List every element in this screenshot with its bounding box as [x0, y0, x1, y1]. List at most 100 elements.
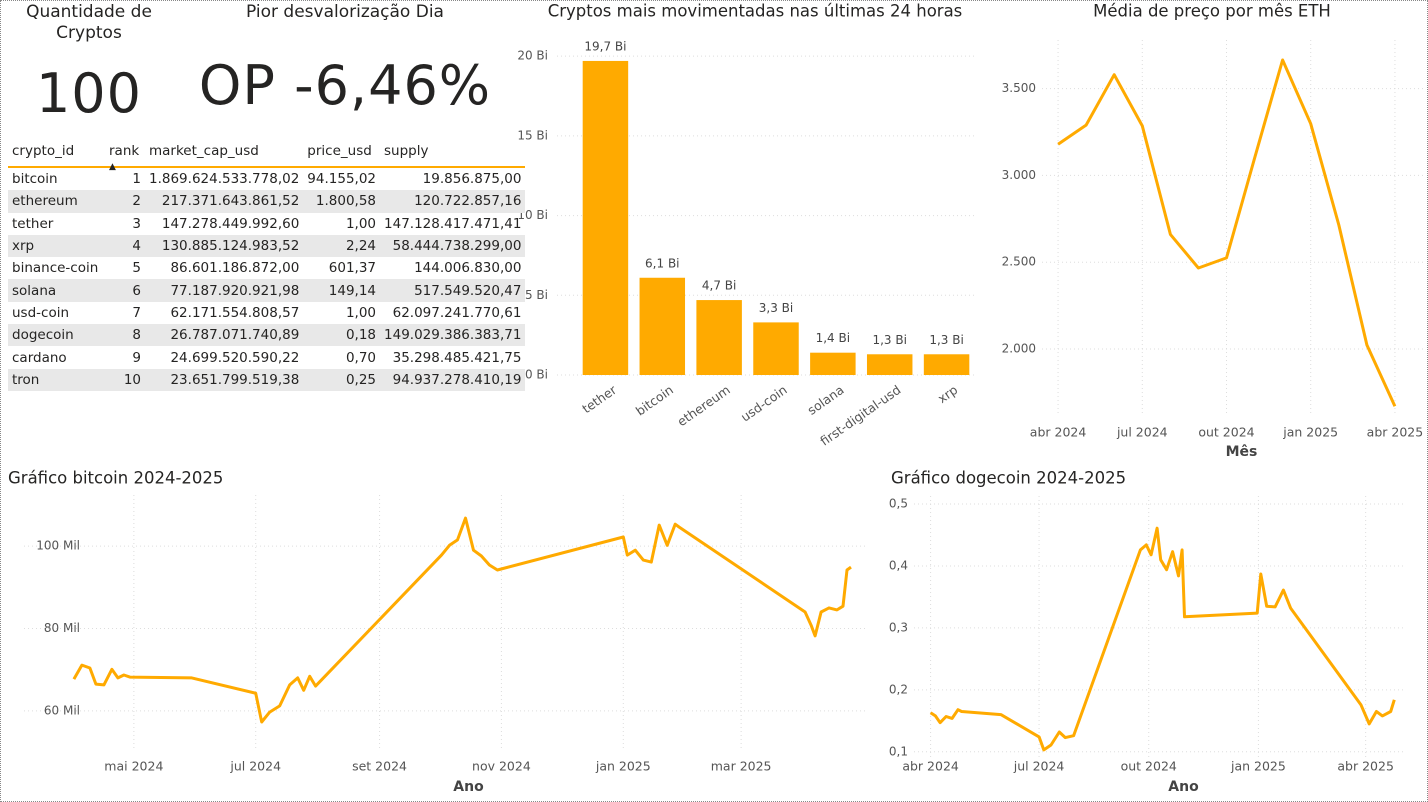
table-cell: 217.371.643.861,52 [145, 190, 304, 213]
x-tick-label: jan 2025 [595, 759, 651, 774]
table-cell: usd-coin [12, 304, 70, 321]
line [72, 516, 852, 724]
table-row: solana 6 77.187.920.921,98 149,14 517.549.52… [8, 279, 526, 302]
table-cell: 0,18 [303, 324, 381, 347]
column-header: rank ▲ [105, 136, 145, 172]
table-cell: 1.800,58 [303, 190, 381, 213]
table-cell: 58.444.738.299,00 [380, 234, 526, 258]
table-cell: 0,70 [345, 349, 377, 366]
bar [866, 354, 913, 375]
value-label: 4,7 Bi [702, 279, 736, 293]
x-tick-label: abr 2025 [1337, 759, 1394, 774]
x-tick-label: abr 2025 [1367, 425, 1424, 440]
card-title: Quantidade de Cryptos [26, 2, 152, 43]
table-cell: xrp [8, 234, 105, 258]
table-cell: 147.278.449.992,60 [161, 215, 300, 232]
bar [582, 60, 629, 376]
x-tick-label: ethereum [674, 382, 732, 429]
table-cell: 130.885.124.983,52 [145, 234, 304, 258]
table-cell: 1 [132, 171, 141, 188]
table-cell: 5 [132, 260, 141, 277]
table-cell: dogecoin [8, 324, 105, 347]
table-cell: 601,37 [328, 260, 377, 277]
chart-title: Cryptos mais movimentadas nas últimas 24… [548, 2, 963, 21]
table-cell: 10 [105, 368, 145, 391]
x-tick-label: mai 2024 [104, 759, 163, 774]
table-cell: 6 [105, 279, 145, 302]
y-tick-label: 0,1 [889, 744, 908, 758]
value-label: 3,3 Bi [759, 301, 793, 315]
table-cell: 144.006.830,00 [414, 260, 522, 277]
table-cell: 24.699.520.590,22 [170, 349, 300, 366]
x-axis-label: Ano [453, 779, 484, 795]
x-tick-label: out 2024 [1198, 425, 1254, 440]
value-label: 19,7 Bi [584, 39, 626, 53]
card-value: OP -6,46% [198, 54, 492, 117]
y-tick-label: 5 Bi [525, 288, 548, 302]
table-cell: 62.171.554.808,57 [170, 304, 300, 321]
table-row: bitcoin 1 1.869.624.533.778,02 94.155,02 19.… [8, 167, 525, 190]
y-tick-label: 0,2 [889, 682, 908, 696]
table-cell: 1,00 [345, 304, 377, 321]
value-label: 1,3 Bi [929, 333, 963, 347]
table-row: dogecoin 8 26.787.071.740,89 0,18 149.029.38… [8, 324, 526, 347]
x-tick-label: jan 2025 [1282, 425, 1338, 440]
x-axis-label: Ano [1168, 779, 1199, 795]
y-tick-label: 80 Mil [44, 621, 80, 635]
x-tick-label: jul 2024 [229, 759, 281, 774]
x-tick-label: bitcoin [633, 382, 676, 419]
chart-title: Gráfico bitcoin 2024-2025 [8, 469, 223, 488]
y-tick-label: 0,4 [889, 558, 908, 572]
table-cell: cardano [12, 349, 67, 366]
table-cell: solana [8, 279, 105, 302]
x-tick-label: usd-coin [738, 382, 790, 425]
table-cell: 19.856.875,00 [422, 171, 522, 188]
value-label: 1,3 Bi [872, 333, 906, 347]
y-tick-label: 0 Bi [525, 368, 548, 382]
table-row: tether 3 147.278.449.992,60 1,00 147.128.417… [8, 213, 525, 235]
table-cell: 77.187.920.921,98 [145, 279, 304, 302]
x-tick-label: jan 2025 [1230, 759, 1286, 774]
table-cell: tether [12, 215, 54, 232]
y-tick-label: 0,5 [889, 497, 908, 511]
table-cell: tron [8, 368, 105, 391]
card-title: Pior desvalorização Dia [246, 2, 444, 22]
chart-title: Média de preço por mês ETH [1093, 2, 1331, 21]
column-header: supply [380, 136, 526, 168]
table-cell: 7 [132, 304, 141, 321]
table-cell: 517.549.520,47 [380, 279, 526, 302]
table-cell: 3 [132, 215, 141, 232]
y-tick-label: 60 Mil [44, 703, 80, 717]
table-row: binance-coin 5 86.601.186.872,00 601,37 144.… [8, 257, 525, 279]
table: crypto_id rank ▲ market_cap_usd price_usd sup… [8, 136, 526, 391]
table-cell: 120.722.857,16 [380, 190, 526, 213]
table-cell: 8 [105, 324, 145, 347]
line [929, 526, 1396, 752]
x-axis-label: Mês [1226, 444, 1258, 460]
x-tick-label: mar 2025 [711, 759, 772, 774]
table-cell: 2,24 [303, 234, 381, 258]
table-cell: 26.787.071.740,89 [145, 324, 304, 347]
value-label: 6,1 Bi [645, 256, 679, 270]
y-tick-label: 20 Bi [517, 49, 548, 63]
table-cell: 2 [105, 190, 145, 213]
table-cell: ethereum [8, 190, 105, 213]
x-tick-label: xrp [935, 382, 960, 406]
table-cell: 94.937.278.410,19 [380, 368, 526, 391]
x-tick-label: tether [579, 382, 620, 417]
table-cell: 62.097.241.770,61 [392, 304, 522, 321]
bar [810, 352, 856, 375]
y-tick-label: 100 Mil [36, 539, 80, 553]
y-tick-label: 2.000 [1002, 342, 1036, 356]
table-cell: 94.155,02 [307, 171, 377, 188]
table-row: xrp 4 130.885.124.983,52 2,24 58.444.738.299… [8, 234, 526, 258]
line [1057, 58, 1397, 407]
y-tick-label: 0,3 [889, 620, 908, 634]
table-cell: 149.029.386.383,71 [380, 324, 526, 347]
table-row: ethereum 2 217.371.643.861,52 1.800,58 120.7… [8, 190, 526, 213]
bar [923, 354, 970, 375]
bar [696, 300, 742, 375]
card-value: 100 [35, 62, 143, 125]
table-cell: 35.298.485.421,75 [392, 349, 522, 366]
